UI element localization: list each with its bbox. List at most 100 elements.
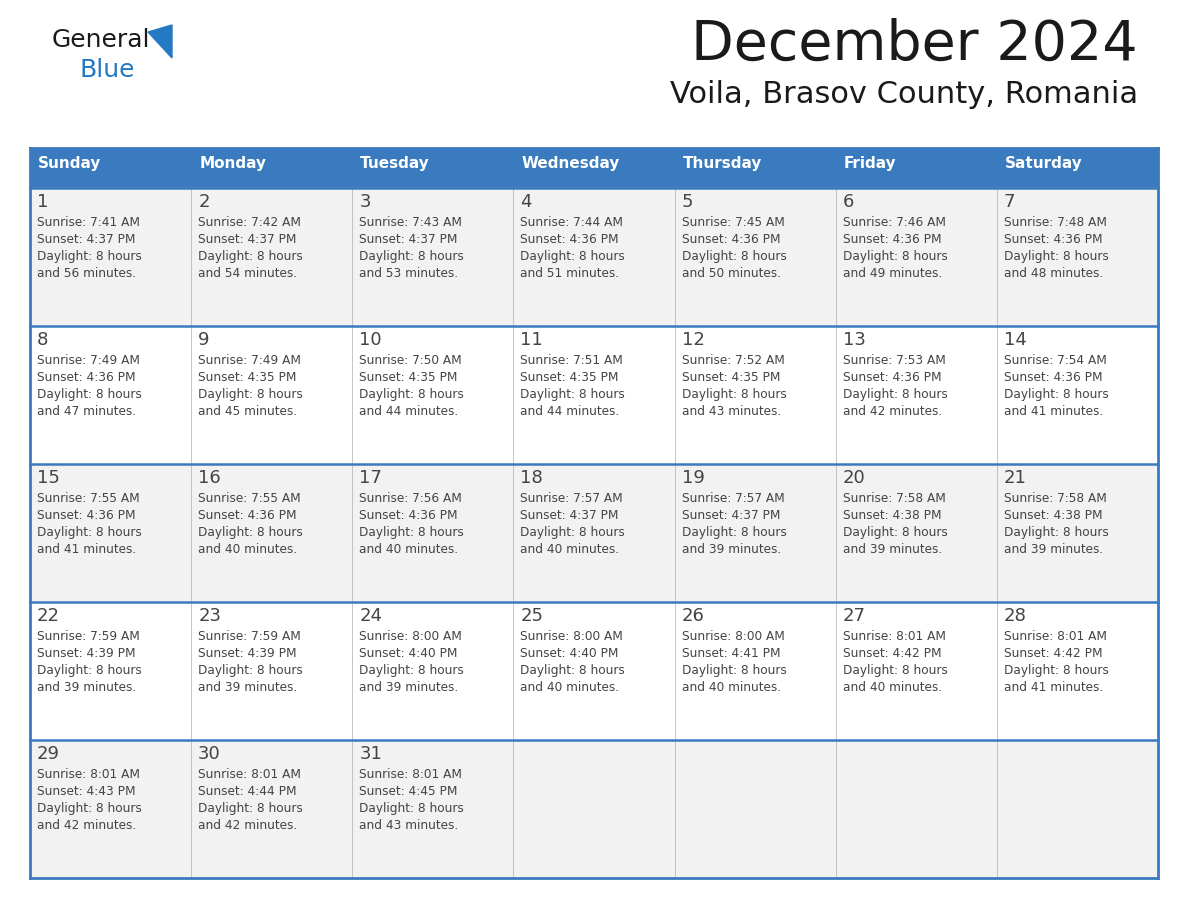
Text: 30: 30 [198, 745, 221, 763]
Text: 26: 26 [682, 607, 704, 625]
Text: and 39 minutes.: and 39 minutes. [198, 681, 297, 694]
Text: Sunset: 4:35 PM: Sunset: 4:35 PM [198, 371, 297, 384]
Text: Sunday: Sunday [38, 156, 101, 171]
Text: and 39 minutes.: and 39 minutes. [1004, 543, 1102, 556]
Text: 9: 9 [198, 331, 209, 349]
Text: Sunset: 4:36 PM: Sunset: 4:36 PM [1004, 371, 1102, 384]
Text: Daylight: 8 hours: Daylight: 8 hours [37, 388, 141, 401]
Text: 14: 14 [1004, 331, 1026, 349]
Text: Sunset: 4:37 PM: Sunset: 4:37 PM [682, 509, 781, 522]
Text: Sunset: 4:35 PM: Sunset: 4:35 PM [682, 371, 781, 384]
Text: and 42 minutes.: and 42 minutes. [198, 819, 297, 832]
Text: 27: 27 [842, 607, 866, 625]
Text: Sunrise: 7:46 AM: Sunrise: 7:46 AM [842, 216, 946, 229]
Text: 3: 3 [359, 193, 371, 211]
Text: 22: 22 [37, 607, 61, 625]
Text: Daylight: 8 hours: Daylight: 8 hours [359, 250, 465, 263]
Text: Sunrise: 8:01 AM: Sunrise: 8:01 AM [37, 768, 140, 781]
Bar [997, 148, 1158, 188]
Text: Daylight: 8 hours: Daylight: 8 hours [37, 250, 141, 263]
Text: Sunset: 4:36 PM: Sunset: 4:36 PM [37, 509, 135, 522]
Text: Sunrise: 8:01 AM: Sunrise: 8:01 AM [359, 768, 462, 781]
Text: 23: 23 [198, 607, 221, 625]
Text: 8: 8 [37, 331, 49, 349]
Text: Sunset: 4:37 PM: Sunset: 4:37 PM [37, 233, 135, 246]
Text: and 40 minutes.: and 40 minutes. [359, 543, 459, 556]
Text: Sunset: 4:42 PM: Sunset: 4:42 PM [842, 647, 941, 660]
Text: and 56 minutes.: and 56 minutes. [37, 267, 135, 280]
Text: 20: 20 [842, 469, 866, 487]
Text: Sunset: 4:39 PM: Sunset: 4:39 PM [37, 647, 135, 660]
Text: Daylight: 8 hours: Daylight: 8 hours [198, 250, 303, 263]
Text: and 43 minutes.: and 43 minutes. [682, 405, 781, 418]
Text: and 42 minutes.: and 42 minutes. [37, 819, 137, 832]
Text: Sunset: 4:35 PM: Sunset: 4:35 PM [359, 371, 457, 384]
Text: 18: 18 [520, 469, 543, 487]
Text: and 51 minutes.: and 51 minutes. [520, 267, 619, 280]
Text: Daylight: 8 hours: Daylight: 8 hours [520, 388, 625, 401]
Text: and 39 minutes.: and 39 minutes. [359, 681, 459, 694]
Text: and 48 minutes.: and 48 minutes. [1004, 267, 1102, 280]
Text: Tuesday: Tuesday [360, 156, 430, 171]
Text: and 50 minutes.: and 50 minutes. [682, 267, 781, 280]
Text: Sunrise: 7:41 AM: Sunrise: 7:41 AM [37, 216, 140, 229]
Text: 24: 24 [359, 607, 383, 625]
Text: Daylight: 8 hours: Daylight: 8 hours [682, 250, 786, 263]
Text: and 45 minutes.: and 45 minutes. [198, 405, 297, 418]
Text: Sunrise: 7:49 AM: Sunrise: 7:49 AM [198, 354, 301, 367]
Text: Sunrise: 7:52 AM: Sunrise: 7:52 AM [682, 354, 784, 367]
Text: Sunset: 4:45 PM: Sunset: 4:45 PM [359, 785, 457, 798]
Text: 28: 28 [1004, 607, 1026, 625]
Text: and 41 minutes.: and 41 minutes. [37, 543, 137, 556]
Text: Daylight: 8 hours: Daylight: 8 hours [198, 664, 303, 677]
Text: and 39 minutes.: and 39 minutes. [682, 543, 781, 556]
Text: Daylight: 8 hours: Daylight: 8 hours [842, 250, 948, 263]
Text: 13: 13 [842, 331, 866, 349]
Text: Daylight: 8 hours: Daylight: 8 hours [520, 664, 625, 677]
Text: Sunset: 4:37 PM: Sunset: 4:37 PM [359, 233, 457, 246]
Text: 11: 11 [520, 331, 543, 349]
Text: Daylight: 8 hours: Daylight: 8 hours [1004, 250, 1108, 263]
Text: 7: 7 [1004, 193, 1016, 211]
Text: Sunrise: 7:58 AM: Sunrise: 7:58 AM [1004, 492, 1106, 505]
Text: Sunrise: 7:43 AM: Sunrise: 7:43 AM [359, 216, 462, 229]
Text: and 40 minutes.: and 40 minutes. [682, 681, 781, 694]
Bar [513, 148, 675, 188]
Text: Daylight: 8 hours: Daylight: 8 hours [842, 664, 948, 677]
Text: Sunrise: 7:45 AM: Sunrise: 7:45 AM [682, 216, 784, 229]
Text: and 47 minutes.: and 47 minutes. [37, 405, 135, 418]
Text: 12: 12 [682, 331, 704, 349]
Text: Sunrise: 8:00 AM: Sunrise: 8:00 AM [520, 630, 624, 643]
Text: Daylight: 8 hours: Daylight: 8 hours [359, 802, 465, 815]
Bar [835, 148, 998, 188]
Text: 2: 2 [198, 193, 209, 211]
Text: Daylight: 8 hours: Daylight: 8 hours [682, 388, 786, 401]
Text: Sunset: 4:41 PM: Sunset: 4:41 PM [682, 647, 781, 660]
Text: Daylight: 8 hours: Daylight: 8 hours [198, 802, 303, 815]
Bar [675, 148, 836, 188]
Text: and 41 minutes.: and 41 minutes. [1004, 681, 1102, 694]
Text: and 40 minutes.: and 40 minutes. [198, 543, 297, 556]
Text: 19: 19 [682, 469, 704, 487]
Text: Sunrise: 7:55 AM: Sunrise: 7:55 AM [37, 492, 140, 505]
Text: Sunrise: 7:58 AM: Sunrise: 7:58 AM [842, 492, 946, 505]
Bar [191, 148, 353, 188]
Text: Daylight: 8 hours: Daylight: 8 hours [520, 526, 625, 539]
Text: Thursday: Thursday [683, 156, 762, 171]
Text: Sunrise: 8:01 AM: Sunrise: 8:01 AM [842, 630, 946, 643]
Text: 4: 4 [520, 193, 532, 211]
Text: 16: 16 [198, 469, 221, 487]
Text: Daylight: 8 hours: Daylight: 8 hours [359, 388, 465, 401]
Text: Daylight: 8 hours: Daylight: 8 hours [842, 526, 948, 539]
Text: Daylight: 8 hours: Daylight: 8 hours [198, 388, 303, 401]
Text: Sunset: 4:40 PM: Sunset: 4:40 PM [520, 647, 619, 660]
Text: Sunrise: 7:54 AM: Sunrise: 7:54 AM [1004, 354, 1106, 367]
Text: and 54 minutes.: and 54 minutes. [198, 267, 297, 280]
Text: Sunset: 4:36 PM: Sunset: 4:36 PM [37, 371, 135, 384]
Text: Sunset: 4:38 PM: Sunset: 4:38 PM [842, 509, 941, 522]
Text: and 49 minutes.: and 49 minutes. [842, 267, 942, 280]
Text: Sunrise: 8:00 AM: Sunrise: 8:00 AM [359, 630, 462, 643]
Text: Sunrise: 7:55 AM: Sunrise: 7:55 AM [198, 492, 301, 505]
Text: Sunrise: 7:48 AM: Sunrise: 7:48 AM [1004, 216, 1107, 229]
Text: General: General [52, 28, 151, 52]
